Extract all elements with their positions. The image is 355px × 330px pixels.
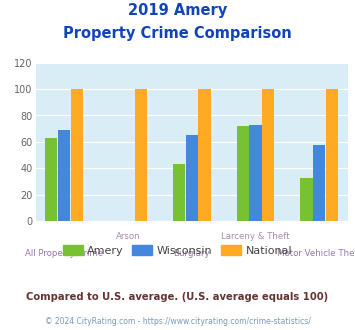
Bar — [45, 138, 58, 221]
Bar — [198, 89, 211, 221]
Bar — [250, 125, 262, 221]
Text: © 2024 CityRating.com - https://www.cityrating.com/crime-statistics/: © 2024 CityRating.com - https://www.city… — [45, 317, 310, 326]
Bar — [262, 89, 274, 221]
Bar — [326, 89, 338, 221]
Text: Larceny & Theft: Larceny & Theft — [221, 232, 290, 241]
Text: Arson: Arson — [116, 232, 140, 241]
Bar — [237, 126, 249, 221]
Bar — [173, 164, 185, 221]
Text: Compared to U.S. average. (U.S. average equals 100): Compared to U.S. average. (U.S. average … — [26, 292, 329, 302]
Text: Burglary: Burglary — [173, 249, 210, 258]
Text: 2019 Amery: 2019 Amery — [128, 3, 227, 18]
Text: Motor Vehicle Theft: Motor Vehicle Theft — [277, 249, 355, 258]
Text: All Property Crime: All Property Crime — [25, 249, 103, 258]
Bar — [313, 145, 325, 221]
Bar — [135, 89, 147, 221]
Legend: Amery, Wisconsin, National: Amery, Wisconsin, National — [58, 241, 297, 260]
Text: Property Crime Comparison: Property Crime Comparison — [63, 26, 292, 41]
Bar — [300, 178, 312, 221]
Bar — [186, 135, 198, 221]
Bar — [71, 89, 83, 221]
Bar — [58, 130, 70, 221]
